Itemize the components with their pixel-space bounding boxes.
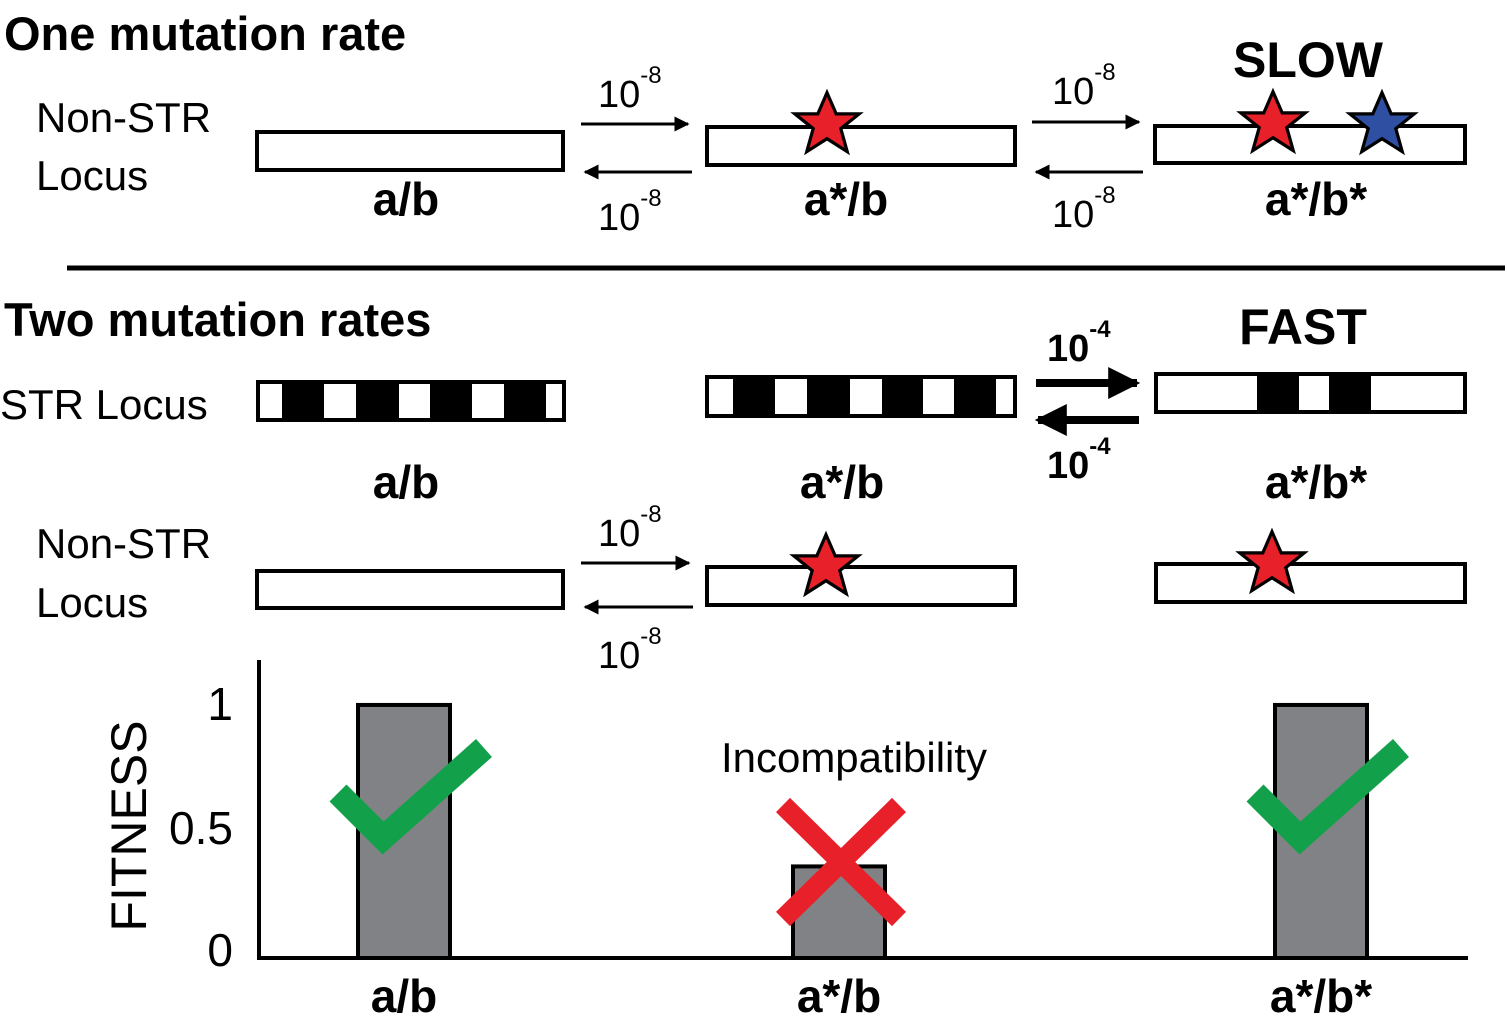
locus-bar-astar-bstar <box>1154 562 1467 604</box>
locus-bar-ab <box>255 569 565 610</box>
str-bar-astar-bstar <box>1154 372 1467 414</box>
nonstr-locus-label-top-2: Locus <box>36 152 148 199</box>
y-tick-label: 1 <box>207 678 233 730</box>
slow-label: SLOW <box>1233 32 1384 88</box>
x-tick-label: a/b <box>371 970 437 1022</box>
section-one-title: One mutation rate <box>4 7 406 60</box>
section-two-title: Two mutation rates <box>4 293 431 346</box>
locus-bar-ab <box>255 130 565 172</box>
red-star-icon <box>1235 527 1309 595</box>
genotype-label: a*/b* <box>1265 173 1367 225</box>
blue-star-icon <box>1345 88 1419 156</box>
red-star-icon <box>789 530 863 598</box>
locus-bar-astar-b <box>705 125 1017 167</box>
x-tick-label: a*/b <box>797 970 881 1022</box>
y-tick-label: 0 <box>207 924 233 976</box>
check-icon <box>1246 739 1409 855</box>
nonstr-locus-label-top-1: Non-STR <box>36 94 211 141</box>
genotype-label: a*/b <box>804 173 888 225</box>
rate-label: 10-8 <box>598 501 662 555</box>
cross-icon <box>775 797 907 927</box>
rate-label: 10-8 <box>1052 59 1116 113</box>
genotype-label: a*/b <box>800 456 884 508</box>
red-star-icon <box>790 88 864 156</box>
y-axis-label: FITNESS <box>101 720 157 931</box>
str-bar-ab <box>256 380 566 422</box>
locus-bar-astar-b <box>705 565 1017 607</box>
rate-label: 10-8 <box>598 62 662 116</box>
rate-label: 10-8 <box>1052 182 1116 236</box>
x-tick-label: a*/b* <box>1270 970 1372 1022</box>
fitness-chart: FITNESS 1 0.5 0 Incompatibility a/b a*/b a… <box>101 660 1468 1022</box>
str-rate-label: 10-4 <box>1047 433 1111 487</box>
check-icon <box>329 739 492 855</box>
fast-label: FAST <box>1239 299 1367 355</box>
genotype-label: a*/b* <box>1265 456 1367 508</box>
locus-bar-astar-bstar <box>1153 124 1467 165</box>
nonstr-locus-label-bottom-1: Non-STR <box>36 520 211 567</box>
rate-label: 10-8 <box>598 623 662 677</box>
nonstr-locus-label-bottom-2: Locus <box>36 579 148 626</box>
incompatibility-label: Incompatibility <box>721 734 987 781</box>
str-rate-label: 10-4 <box>1047 316 1111 370</box>
genotype-label: a/b <box>373 456 439 508</box>
str-bar-astar-b <box>705 375 1017 418</box>
red-star-icon <box>1236 87 1310 155</box>
str-locus-label: STR Locus <box>0 381 208 428</box>
genotype-label: a/b <box>373 173 439 225</box>
rate-label: 10-8 <box>598 185 662 239</box>
y-tick-label: 0.5 <box>169 802 233 854</box>
